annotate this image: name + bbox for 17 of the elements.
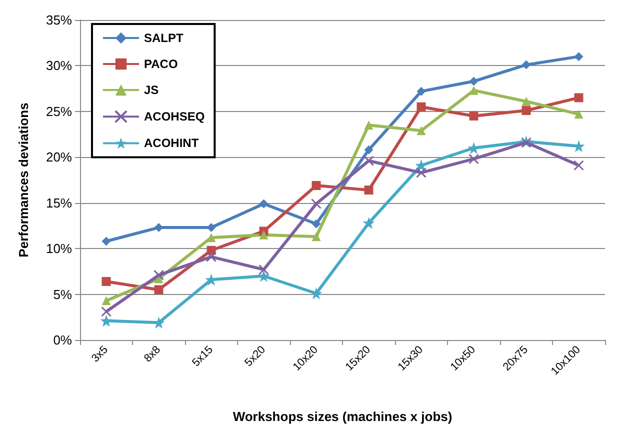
legend-label: SALPT <box>144 31 184 45</box>
y-tick-label: 30% <box>46 58 72 74</box>
y-tick-label: 25% <box>46 104 72 119</box>
y-tick-label: 20% <box>46 150 72 165</box>
y-tick-label: 5% <box>53 286 72 302</box>
y-tick-label: 15% <box>46 195 72 210</box>
y-axis-title: Performances deviations <box>16 102 31 258</box>
y-tick-label: 0% <box>53 332 72 348</box>
legend-label: ACOHSEQ <box>144 110 205 124</box>
x-tick-label: 3x5 <box>89 344 110 365</box>
x-tick-label: 8x8 <box>142 344 163 365</box>
legend-label: ACOHINT <box>144 136 200 150</box>
y-tick-label: 10% <box>46 241 72 256</box>
legend-label: PACO <box>144 57 178 71</box>
x-axis-title: Workshops sizes (machines x jobs) <box>232 409 452 424</box>
legend-label: JS <box>144 83 159 97</box>
y-tick-label: 35% <box>46 12 72 28</box>
